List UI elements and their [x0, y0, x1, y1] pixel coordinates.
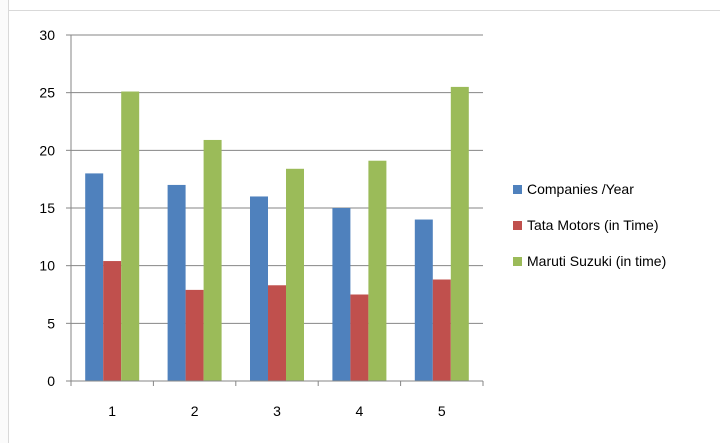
legend-label: Companies /Year [527, 181, 634, 197]
bar-tata-motors-in-time-4 [350, 294, 369, 381]
bar-maruti-suzuki-in-time-2 [203, 139, 222, 381]
bar-maruti-suzuki-in-time-1 [121, 91, 140, 381]
y-tick-label: 25 [39, 85, 55, 101]
y-tick-label: 10 [39, 258, 55, 274]
y-tick-label: 15 [39, 200, 55, 216]
legend-swatch [513, 257, 522, 266]
legend-label: Tata Motors (in Time) [527, 217, 658, 233]
y-tick-label: 20 [39, 142, 55, 158]
sheet-top-edge [8, 0, 720, 11]
bars [85, 86, 469, 382]
y-tick-label: 5 [47, 315, 55, 331]
y-tick-label: 0 [47, 373, 55, 389]
bar-tata-motors-in-time-3 [268, 285, 286, 381]
bar-companies-year-1 [85, 173, 104, 381]
y-tick-label: 30 [39, 27, 55, 43]
sheet-left-edge [0, 0, 9, 443]
bar-tata-motors-in-time-1 [103, 261, 122, 381]
x-tick-label: 5 [438, 403, 446, 419]
x-tick-label: 4 [356, 403, 364, 419]
x-tick-label: 2 [191, 403, 199, 419]
bar-tata-motors-in-time-2 [185, 289, 204, 381]
legend-label: Maruti Suzuki (in time) [527, 253, 666, 269]
bar-maruti-suzuki-in-time-3 [286, 168, 304, 381]
bar-companies-year-2 [167, 184, 186, 381]
gridlines [71, 34, 483, 324]
bar-tata-motors-in-time-5 [432, 279, 451, 381]
bar-companies-year-4 [332, 208, 351, 381]
bar-maruti-suzuki-in-time-5 [450, 86, 469, 382]
legend: Companies /Year Tata Motors (in Time) Maru… [513, 181, 666, 269]
legend-swatch [513, 185, 522, 194]
axes: 0 5 10 15 20 25 30 1 2 3 4 5 [39, 27, 484, 419]
x-tick-label: 3 [273, 403, 281, 419]
bar-companies-year-3 [250, 196, 268, 381]
bar-maruti-suzuki-in-time-4 [368, 160, 387, 381]
legend-swatch [513, 221, 522, 230]
bar-companies-year-5 [414, 219, 433, 381]
x-tick-label: 1 [108, 403, 116, 419]
